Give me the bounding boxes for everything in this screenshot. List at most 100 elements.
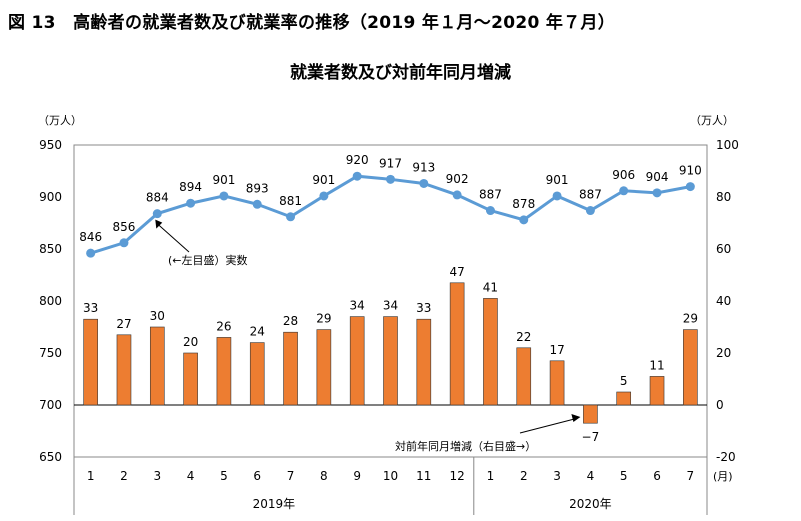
line-point-16 — [585, 206, 595, 216]
bar-annotation-text: 対前年同月増減（右目盛→） — [395, 439, 536, 453]
bar-6 — [249, 342, 265, 406]
x-tick-9: 9 — [353, 469, 361, 483]
bar-label-10: 34 — [383, 299, 398, 313]
bar-series — [83, 282, 698, 424]
line-label-8: 901 — [312, 173, 335, 187]
bar-label-3: 30 — [150, 309, 165, 323]
right-tick-0: 0 — [716, 398, 724, 412]
year-group-label-2: 2020年 — [569, 497, 612, 511]
left-tick-750: 750 — [39, 346, 62, 360]
line-label-16: 887 — [579, 188, 602, 202]
line-point-7 — [286, 212, 296, 222]
bar-label-8: 29 — [316, 312, 331, 326]
bar-label-19: 29 — [683, 312, 698, 326]
figure-title: 図 13 高齢者の就業者数及び就業率の推移（2019 年１月～2020 年７月） — [8, 13, 616, 33]
bar-2 — [116, 334, 132, 406]
line-point-9 — [352, 171, 362, 181]
line-point-12 — [452, 190, 462, 200]
x-tick-17: 5 — [620, 469, 628, 483]
bar-3 — [149, 326, 165, 406]
line-point-6 — [252, 199, 262, 209]
bar-label-12: 47 — [449, 265, 464, 279]
bar-14 — [516, 347, 532, 406]
bar-19 — [683, 329, 698, 406]
line-label-9: 920 — [346, 153, 369, 167]
bar-annotation-arrow — [519, 418, 575, 434]
axes: 650 700 750 800 850 900 950 （万人） -20 0 20 40 60 80 100… — [38, 114, 739, 515]
line-label-6: 893 — [246, 181, 269, 195]
line-point-13 — [485, 206, 495, 216]
line-label-10: 917 — [379, 156, 402, 170]
right-tick-80: 80 — [716, 190, 731, 204]
line-label-14: 878 — [512, 197, 535, 211]
line-point-1 — [86, 248, 96, 258]
bar-10 — [383, 316, 398, 406]
bar-label-15: 17 — [549, 343, 564, 357]
bar-label-13: 41 — [483, 280, 498, 294]
right-tick--20: -20 — [716, 450, 736, 464]
x-tick-16: 4 — [587, 469, 595, 483]
line-point-5 — [219, 191, 229, 201]
line-label-5: 901 — [212, 173, 235, 187]
left-tick-900: 900 — [39, 190, 62, 204]
bar-label-4: 20 — [183, 335, 198, 349]
x-tick-11: 11 — [416, 469, 431, 483]
x-tick-8: 8 — [320, 469, 328, 483]
line-point-18 — [652, 188, 662, 198]
bar-17 — [616, 391, 632, 406]
x-tick-12: 12 — [449, 469, 464, 483]
bar-8 — [316, 329, 332, 406]
line-point-10 — [386, 174, 395, 184]
bar-label-11: 33 — [416, 301, 431, 315]
bar-18 — [649, 376, 665, 406]
bar-label-17: 5 — [620, 374, 628, 388]
line-series — [86, 171, 695, 258]
bar-label-7: 28 — [283, 314, 298, 328]
bar-15 — [549, 360, 565, 406]
data-labels: 33 27 30 20 26 24 28 29 34 34 33 47 41 22 17 −7 5 11 29 846… — [79, 153, 702, 444]
x-axis-unit: (月) — [713, 470, 733, 483]
line-point-2 — [119, 238, 129, 248]
left-tick-700: 700 — [39, 398, 62, 412]
left-tick-950: 950 — [39, 138, 62, 152]
bar-label-18: 11 — [649, 358, 664, 372]
bar-9 — [349, 316, 365, 406]
bar-11 — [416, 318, 432, 406]
left-tick-800: 800 — [39, 294, 62, 308]
line-point-11 — [419, 178, 429, 188]
line-label-2: 856 — [113, 220, 136, 234]
line-point-4 — [186, 198, 196, 208]
line-point-19 — [685, 182, 695, 192]
x-tick-4: 4 — [187, 469, 195, 483]
line-label-15: 901 — [546, 173, 569, 187]
left-tick-850: 850 — [39, 242, 62, 256]
line-label-18: 904 — [646, 170, 669, 184]
bar-label-1: 33 — [83, 301, 98, 315]
x-tick-5: 5 — [220, 469, 228, 483]
line-label-1: 846 — [79, 230, 102, 244]
bar-4 — [183, 352, 198, 406]
year-group-label-1: 2019年 — [253, 497, 296, 511]
line-annotation-arrow — [157, 224, 190, 253]
right-tick-40: 40 — [716, 294, 731, 308]
x-tick-15: 3 — [553, 469, 561, 483]
line-point-15 — [552, 191, 562, 201]
x-tick-1: 1 — [87, 469, 95, 483]
bar-label-9: 34 — [350, 299, 365, 313]
right-tick-20: 20 — [716, 346, 731, 360]
x-tick-3: 3 — [153, 469, 161, 483]
bar-label-14: 22 — [516, 330, 531, 344]
bar-label-16: −7 — [582, 430, 600, 444]
line-annotation-text: (←左目盛）実数 — [168, 253, 248, 267]
line-label-17: 906 — [612, 168, 635, 182]
chart-title: 就業者数及び対前年同月増減 — [290, 63, 511, 83]
x-tick-13: 1 — [487, 469, 495, 483]
line-label-13: 887 — [479, 188, 502, 202]
line-point-8 — [319, 191, 329, 201]
x-tick-2: 2 — [120, 469, 128, 483]
right-tick-100: 100 — [716, 138, 739, 152]
bar-5 — [216, 337, 232, 406]
x-tick-19: 7 — [687, 469, 695, 483]
